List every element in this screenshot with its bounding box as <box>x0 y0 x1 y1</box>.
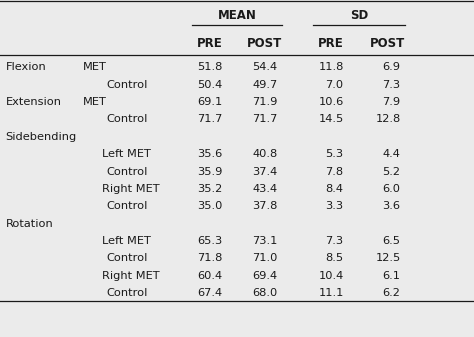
Text: MET: MET <box>83 62 107 72</box>
Text: 7.9: 7.9 <box>383 97 401 107</box>
Text: Control: Control <box>107 253 148 263</box>
Text: 37.8: 37.8 <box>252 201 277 211</box>
Text: 69.1: 69.1 <box>198 97 223 107</box>
Text: Rotation: Rotation <box>6 219 54 228</box>
Text: POST: POST <box>246 37 282 50</box>
Text: 35.9: 35.9 <box>197 166 223 177</box>
Text: 7.3: 7.3 <box>383 80 401 90</box>
Text: Right MET: Right MET <box>102 184 160 194</box>
Text: POST: POST <box>370 37 405 50</box>
Text: 11.1: 11.1 <box>318 288 344 298</box>
Text: 5.2: 5.2 <box>383 166 401 177</box>
Text: 37.4: 37.4 <box>252 166 277 177</box>
Text: 6.0: 6.0 <box>383 184 401 194</box>
Text: 71.9: 71.9 <box>252 97 277 107</box>
Text: SD: SD <box>350 9 368 22</box>
Text: Control: Control <box>107 201 148 211</box>
Text: 35.6: 35.6 <box>198 149 223 159</box>
Text: 7.3: 7.3 <box>326 236 344 246</box>
Text: 51.8: 51.8 <box>197 62 223 72</box>
Text: 54.4: 54.4 <box>252 62 277 72</box>
Text: 11.8: 11.8 <box>318 62 344 72</box>
Text: 71.0: 71.0 <box>252 253 277 263</box>
Text: Extension: Extension <box>6 97 62 107</box>
Text: 7.0: 7.0 <box>326 80 344 90</box>
Text: Control: Control <box>107 288 148 298</box>
Text: 69.4: 69.4 <box>252 271 277 281</box>
Text: 4.4: 4.4 <box>383 149 401 159</box>
Text: 3.6: 3.6 <box>383 201 401 211</box>
Text: 10.6: 10.6 <box>319 97 344 107</box>
Text: MEAN: MEAN <box>218 9 256 22</box>
Text: 50.4: 50.4 <box>198 80 223 90</box>
Text: Control: Control <box>107 115 148 124</box>
Text: Right MET: Right MET <box>102 271 160 281</box>
Text: 8.5: 8.5 <box>326 253 344 263</box>
Text: PRE: PRE <box>197 37 223 50</box>
Text: 71.8: 71.8 <box>197 253 223 263</box>
Text: 71.7: 71.7 <box>252 115 277 124</box>
Text: Left MET: Left MET <box>102 236 151 246</box>
Text: 43.4: 43.4 <box>252 184 277 194</box>
Text: 12.8: 12.8 <box>375 115 401 124</box>
Text: PRE: PRE <box>318 37 344 50</box>
Text: 8.4: 8.4 <box>326 184 344 194</box>
Text: 40.8: 40.8 <box>252 149 277 159</box>
Text: 12.5: 12.5 <box>375 253 401 263</box>
Text: 6.5: 6.5 <box>383 236 401 246</box>
Text: Left MET: Left MET <box>102 149 151 159</box>
Text: 6.2: 6.2 <box>383 288 401 298</box>
Text: 35.2: 35.2 <box>198 184 223 194</box>
Text: 6.1: 6.1 <box>383 271 401 281</box>
Text: 65.3: 65.3 <box>198 236 223 246</box>
Text: 5.3: 5.3 <box>326 149 344 159</box>
Text: 68.0: 68.0 <box>252 288 277 298</box>
Text: 3.3: 3.3 <box>326 201 344 211</box>
Text: 73.1: 73.1 <box>252 236 277 246</box>
Text: 67.4: 67.4 <box>198 288 223 298</box>
Text: 49.7: 49.7 <box>252 80 277 90</box>
Text: 10.4: 10.4 <box>319 271 344 281</box>
Text: 14.5: 14.5 <box>319 115 344 124</box>
Text: Sidebending: Sidebending <box>6 132 77 142</box>
Text: 35.0: 35.0 <box>197 201 223 211</box>
Text: MET: MET <box>83 97 107 107</box>
Text: Control: Control <box>107 166 148 177</box>
Text: Flexion: Flexion <box>6 62 46 72</box>
Text: 7.8: 7.8 <box>326 166 344 177</box>
Text: 60.4: 60.4 <box>198 271 223 281</box>
Text: 71.7: 71.7 <box>197 115 223 124</box>
Text: Control: Control <box>107 80 148 90</box>
Text: 6.9: 6.9 <box>383 62 401 72</box>
